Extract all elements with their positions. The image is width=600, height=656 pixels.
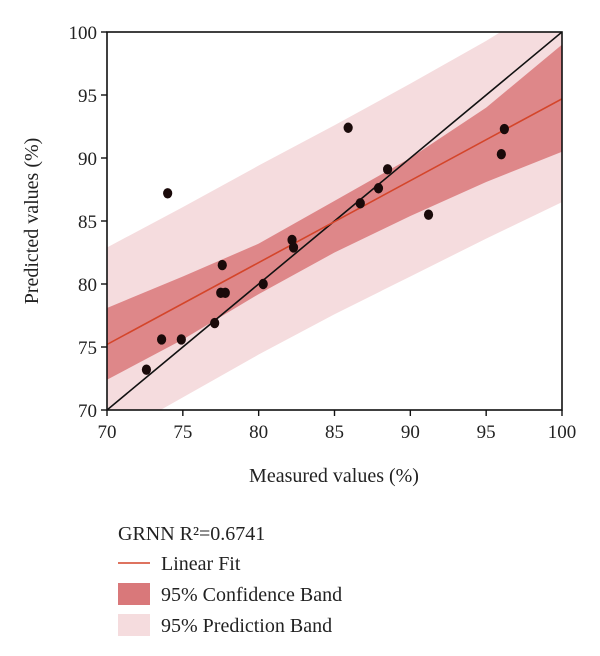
data-point bbox=[496, 149, 506, 160]
linear-fit-line bbox=[107, 98, 562, 346]
y-tick-label: 85 bbox=[78, 212, 97, 233]
x-axis-title: Measured values (%) bbox=[249, 465, 419, 487]
x-tick-label: 100 bbox=[548, 422, 577, 443]
legend-title: GRNN R²=0.6741 bbox=[118, 523, 265, 545]
x-tick-label: 90 bbox=[401, 422, 420, 443]
data-point bbox=[258, 278, 268, 290]
legend-prediction-band-swatch bbox=[118, 614, 150, 636]
legend-prediction-band-label: 95% Prediction Band bbox=[161, 615, 332, 637]
data-point bbox=[217, 259, 227, 271]
data-point bbox=[382, 164, 393, 175]
data-point bbox=[176, 334, 186, 345]
data-point bbox=[423, 209, 434, 220]
data-point bbox=[141, 364, 152, 375]
x-tick-label: 95 bbox=[477, 422, 496, 443]
legend: GRNN R²=0.6741 Linear Fit 95% Confidence… bbox=[118, 523, 342, 637]
data-point bbox=[343, 122, 353, 133]
axis-ticks: 70 75 80 85 90 95 100 70 75 80 85 90 95 100 bbox=[69, 23, 577, 443]
data-point bbox=[373, 183, 384, 194]
data-point bbox=[210, 317, 220, 329]
y-axis-title: Predicted values (%) bbox=[21, 138, 43, 305]
y-tick-label: 95 bbox=[78, 86, 97, 107]
data-point bbox=[157, 334, 167, 345]
x-tick-label: 70 bbox=[98, 422, 117, 443]
x-tick-label: 80 bbox=[249, 422, 268, 443]
y-tick-label: 80 bbox=[78, 275, 97, 296]
data-point bbox=[163, 188, 173, 199]
y-tick-label: 75 bbox=[78, 338, 97, 359]
y-tick-label: 100 bbox=[69, 23, 98, 44]
legend-confidence-band-label: 95% Confidence Band bbox=[161, 584, 342, 606]
legend-linear-fit-label: Linear Fit bbox=[161, 553, 241, 575]
data-point bbox=[220, 287, 230, 299]
x-tick-label: 75 bbox=[173, 422, 192, 443]
data-point bbox=[355, 198, 365, 209]
y-tick-label: 70 bbox=[78, 401, 97, 422]
y-tick-label: 90 bbox=[78, 149, 97, 170]
data-point bbox=[288, 242, 299, 253]
legend-confidence-band-swatch bbox=[118, 583, 150, 605]
plot-area bbox=[107, 32, 562, 410]
data-points bbox=[141, 122, 509, 375]
data-point bbox=[499, 123, 509, 135]
x-tick-label: 85 bbox=[325, 422, 344, 443]
